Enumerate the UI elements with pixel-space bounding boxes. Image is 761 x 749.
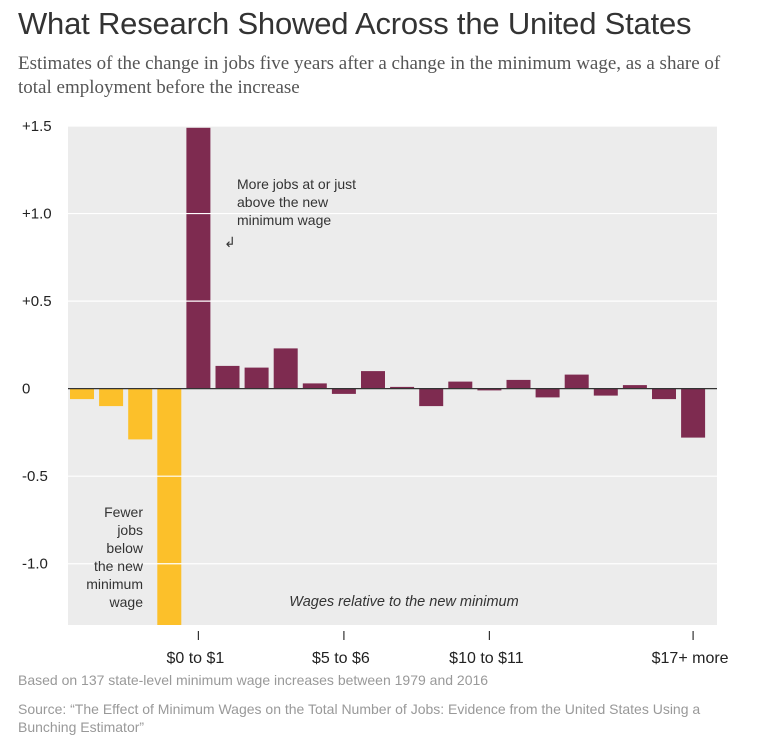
bar: [215, 365, 240, 389]
x-tick-label: $17+ more: [652, 650, 729, 667]
y-tick-label: +1.5: [22, 118, 52, 135]
annotation-line: minimum: [86, 576, 143, 592]
y-tick-label: +0.5: [22, 293, 52, 310]
annotation-line: above the new: [237, 194, 329, 210]
bar: [128, 388, 153, 440]
bar: [273, 348, 298, 389]
y-tick-label: -0.5: [22, 468, 48, 485]
bar: [535, 388, 560, 398]
bar: [622, 385, 647, 389]
x-axis-label: Wages relative to the new minimum: [289, 594, 518, 610]
bar: [70, 388, 94, 400]
y-tick-label: 0: [22, 381, 30, 398]
bar: [564, 374, 589, 389]
bar: [390, 386, 415, 389]
bar: [681, 388, 706, 438]
chart-subtitle: Estimates of the change in jobs five yea…: [18, 53, 721, 98]
chart-title: What Research Showed Across the United S…: [18, 6, 692, 41]
annotation-line: wage: [109, 594, 144, 610]
x-tick-label: $0 to $1: [166, 650, 224, 667]
annotation-fewer-jobs: Fewer jobs below the new minimum wage: [86, 504, 144, 610]
bar: [331, 388, 356, 394]
bar: [244, 367, 269, 389]
bar: [419, 388, 444, 407]
annotation-line: More jobs at or just: [237, 176, 356, 192]
chart-note: Based on 137 state-level minimum wage in…: [18, 672, 489, 688]
grid-lines: [68, 125, 717, 565]
chart-source: Source: “The Effect of Minimum Wages on …: [18, 701, 701, 735]
bar: [477, 388, 502, 391]
x-tick-label: $5 to $6: [312, 650, 370, 667]
bar: [157, 388, 182, 625]
annotation-line: the new: [94, 558, 144, 574]
x-tick-labels: $0 to $1 $5 to $6 $10 to $11 $17+ more: [166, 631, 729, 667]
bar: [186, 127, 211, 389]
annotation-more-jobs: More jobs at or just above the new minimum…: [237, 176, 356, 228]
bar: [593, 388, 618, 396]
bar-chart: +1.5 +1.0 +0.5 0 -0.5 -1.0 $0 to $1 $5 to $6 $1…: [22, 118, 729, 667]
annotation-line: Fewer: [104, 504, 143, 520]
annotation-arrow: ↲: [224, 234, 236, 250]
annotation-line: minimum wage: [237, 212, 331, 228]
annotation-line: jobs: [116, 522, 143, 538]
bar: [302, 383, 327, 389]
bar: [448, 381, 473, 389]
bar: [361, 371, 385, 389]
annotation-line: below: [106, 540, 143, 556]
y-tick-label: +1.0: [22, 206, 52, 223]
y-tick-label: -1.0: [22, 556, 48, 573]
y-tick-labels: +1.5 +1.0 +0.5 0 -0.5 -1.0: [22, 118, 52, 573]
bar: [99, 388, 124, 407]
x-tick-label: $10 to $11: [449, 650, 524, 667]
bars-group: [70, 127, 706, 625]
bar: [506, 379, 531, 389]
bar: [652, 388, 676, 400]
